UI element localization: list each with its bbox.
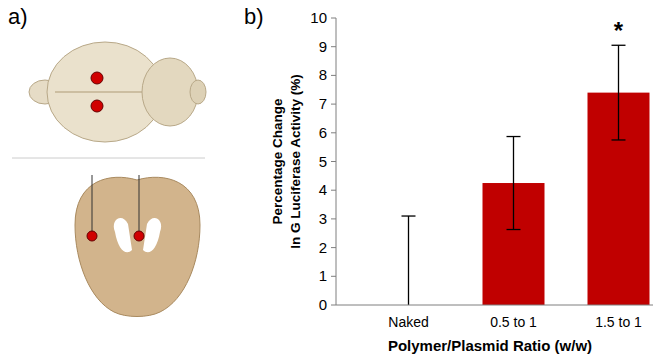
y-tick (331, 104, 336, 105)
needle-track (92, 175, 93, 235)
slice (75, 177, 200, 316)
error-cap (507, 136, 521, 137)
y-tick-label: 2 (319, 239, 327, 256)
plot-area (402, 45, 650, 305)
y-tick-label: 5 (319, 153, 327, 170)
y-tick (331, 75, 336, 76)
error-bar (402, 216, 416, 305)
ventricle (143, 218, 161, 252)
error-cap (402, 215, 416, 216)
x-axis-label: Polymer/Plasmid Ratio (w/w) (388, 337, 592, 354)
error-line (408, 216, 409, 305)
injection-site (91, 72, 103, 84)
needle-track (139, 175, 140, 235)
y-tick-label: 1 (319, 267, 327, 284)
y-tick (331, 161, 336, 162)
y-tick (331, 18, 336, 19)
y-tick-label: 8 (319, 66, 327, 83)
error-bar (507, 137, 521, 230)
y-tick-label: 0 (319, 296, 327, 313)
x-tick-label: 1.5 to 1 (595, 314, 642, 330)
error-cap (507, 229, 521, 230)
x-tick-label: Naked (388, 314, 428, 330)
injection-site (91, 100, 103, 112)
error-line (513, 137, 514, 230)
injection-site (134, 231, 144, 241)
y-axis-label: Percentage ChangeIn G Luciferase Activit… (270, 74, 303, 248)
brainstem (190, 80, 206, 104)
y-tick (331, 247, 336, 248)
separator (12, 158, 205, 159)
y-tick-label: 6 (319, 124, 327, 141)
x-tick-label: 0.5 to 1 (490, 314, 537, 330)
y-tick (331, 190, 336, 191)
y-tick (331, 46, 336, 47)
injection-site (87, 231, 97, 241)
y-tick (331, 276, 336, 277)
annotation: * (614, 17, 624, 44)
y-axis-label-line: In G Luciferase Activity (%) (288, 74, 303, 248)
x-axis (336, 305, 653, 306)
y-tick (331, 132, 336, 133)
error-cap (612, 45, 626, 46)
image-bg (8, 32, 208, 157)
error-line (618, 45, 619, 140)
y-tick (331, 218, 336, 219)
y-tick-label: 3 (319, 210, 327, 227)
figure: a) b) 0 1 2 3 4 5 6 7 8 9 10 Naked 0.5 to 1 1.5 to 1 * Po… (0, 0, 653, 358)
panel-a: a) (8, 4, 208, 317)
error-bar (612, 45, 626, 140)
y-tick (331, 305, 336, 306)
brain-top-view (8, 32, 208, 157)
y-tick-label: 9 (319, 38, 327, 55)
y-tick-label: 10 (310, 9, 327, 26)
y-tick-label: 7 (319, 95, 327, 112)
y-axis-label-line: Percentage Change (270, 98, 285, 225)
error-cap (612, 139, 626, 140)
y-tick-label: 4 (319, 181, 327, 198)
panel-label: a) (8, 4, 28, 29)
ventricle (114, 218, 132, 252)
coronal-slice (75, 175, 200, 317)
panel-label: b) (244, 4, 264, 29)
